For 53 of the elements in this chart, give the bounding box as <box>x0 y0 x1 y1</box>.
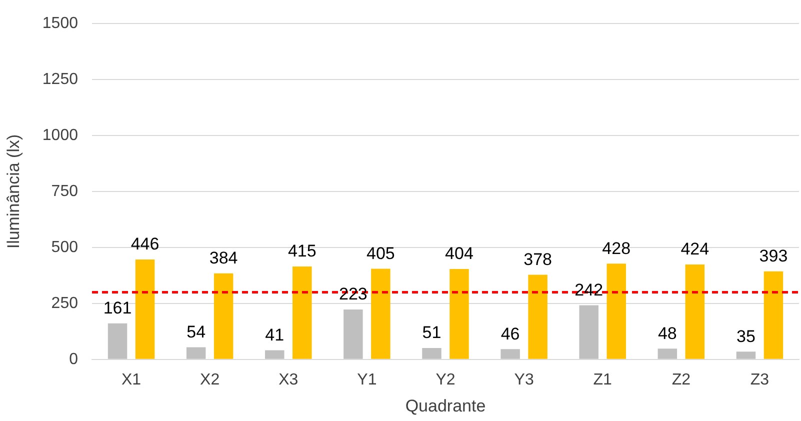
bar <box>108 323 128 359</box>
data-label: 54 <box>186 322 206 342</box>
y-tick-label: 1500 <box>42 15 78 32</box>
data-label: 446 <box>130 234 160 254</box>
data-label: 393 <box>759 246 788 266</box>
bar <box>186 347 206 359</box>
data-label: 35 <box>736 326 756 346</box>
bar <box>764 271 784 359</box>
y-axis-title: Iluminância (lx) <box>4 134 23 249</box>
x-tick-label: X2 <box>200 371 220 388</box>
bar <box>579 305 598 359</box>
bar <box>606 264 626 359</box>
x-tick-label: X3 <box>278 371 298 388</box>
bar <box>658 348 678 359</box>
bar <box>135 260 155 359</box>
y-tick-label: 1250 <box>42 70 78 88</box>
data-label: 428 <box>602 238 631 258</box>
data-label: 161 <box>103 298 132 318</box>
data-label: 48 <box>658 324 677 343</box>
bar <box>214 273 234 359</box>
bar <box>450 268 469 359</box>
x-tick-label: X1 <box>121 371 142 388</box>
y-tick-label: 500 <box>51 238 78 256</box>
data-label: 384 <box>209 248 238 268</box>
bar <box>736 352 756 359</box>
x-tick-label: Z1 <box>593 371 612 388</box>
data-label: 242 <box>574 280 604 300</box>
y-tick-label: 1000 <box>42 126 78 144</box>
data-label: 41 <box>265 325 284 344</box>
bar <box>422 348 442 359</box>
x-tick-label: Y1 <box>357 371 377 388</box>
data-label: 51 <box>422 323 442 342</box>
data-label: 46 <box>500 324 520 344</box>
bar <box>528 274 548 359</box>
data-label: 424 <box>680 240 710 259</box>
x-tick-label: Z2 <box>672 371 691 388</box>
y-tick-label: 250 <box>51 294 78 312</box>
bar <box>265 350 284 359</box>
x-tick-label: Y2 <box>436 371 456 388</box>
data-label: 378 <box>524 250 552 269</box>
y-tick-label: 750 <box>51 182 78 200</box>
bar <box>371 268 390 359</box>
x-tick-label: Y3 <box>514 371 534 388</box>
bar <box>685 264 705 359</box>
data-label: 405 <box>366 244 395 263</box>
y-tick-label: 0 <box>69 350 78 368</box>
x-axis-title: Quadrante <box>405 396 486 416</box>
data-label: 415 <box>288 242 316 261</box>
data-label: 404 <box>445 244 474 264</box>
bar <box>344 309 363 359</box>
bar <box>500 349 520 359</box>
bar <box>292 266 312 359</box>
x-tick-label: Z3 <box>750 371 770 388</box>
